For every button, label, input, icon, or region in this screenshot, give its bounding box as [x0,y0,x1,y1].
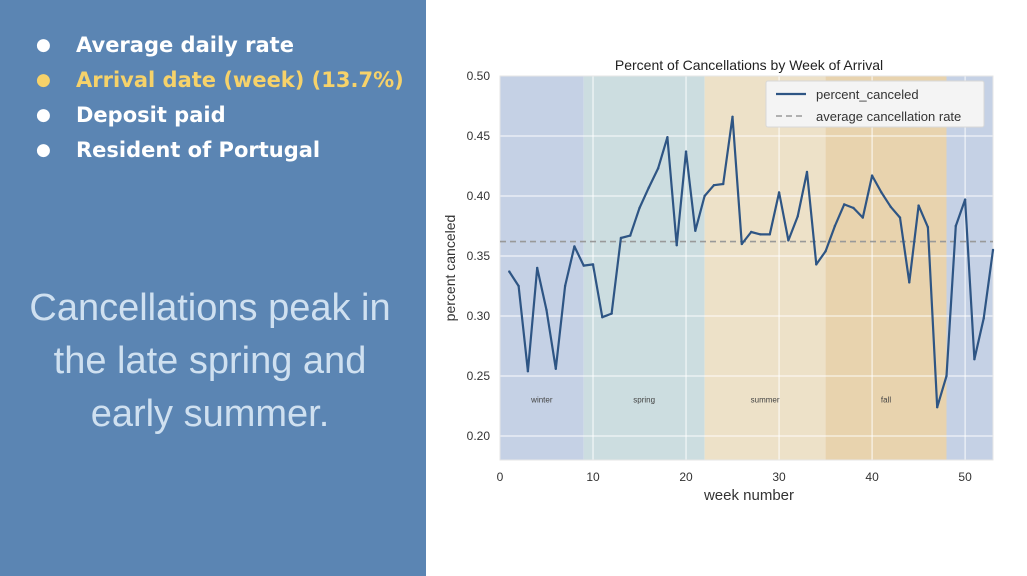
bullet-item: ● Resident of Portugal [36,133,404,168]
data-point [666,136,669,139]
x-tick-label: 10 [586,470,600,484]
data-point [759,233,762,236]
x-tick-label: 0 [497,470,504,484]
data-point [796,215,799,218]
data-point [935,406,939,409]
chart-container: winter spring summer fall 0.20 0.25 0.30 0.35 0… [436,50,1027,510]
data-point [768,233,771,236]
data-point [787,239,790,242]
y-tick-label: 0.35 [467,249,491,263]
data-point [517,284,520,288]
data-point [861,216,864,219]
bullet-dot-icon: ● [36,105,51,125]
bullet-dot-icon: ● [36,35,51,55]
legend-label-average: average cancellation rate [816,109,961,124]
chart-title: Percent of Cancellations by Week of Arri… [615,57,883,73]
data-point [842,203,846,206]
bullet-item: ● Deposit paid [36,98,404,133]
feature-bullet-list: ● Average daily rate ● Arrival date (week)… [36,28,404,168]
data-point [591,263,595,266]
bullet-text: Average daily rate [76,33,294,57]
data-point [973,358,976,361]
cancellation-line-chart: winter spring summer fall 0.20 0.25 0.30 0.35 0… [442,57,995,504]
data-point [945,374,948,378]
y-tick-label: 0.50 [467,69,491,83]
data-point [675,244,678,247]
y-tick-label: 0.25 [467,369,491,383]
season-label-spring: spring [633,395,655,404]
y-tick-label: 0.45 [467,129,491,143]
season-label-winter: winter [530,395,553,404]
data-point [638,206,641,210]
bullet-text: Arrival date (week) (13.7%) [76,68,404,92]
data-point [684,150,688,153]
legend-box [765,80,985,128]
bullet-text: Deposit paid [76,103,226,127]
season-label-fall: fall [881,395,891,404]
data-point [731,115,734,119]
x-tick-label: 40 [865,470,879,484]
data-point [991,248,995,252]
data-point [656,167,660,170]
data-point [554,367,558,370]
bullet-dot-icon: ● [36,70,51,90]
data-point [889,205,892,208]
data-point [536,266,539,270]
data-point [908,281,911,284]
data-point [601,316,604,319]
legend-label-series: percent_canceled [816,87,919,102]
y-axis-label: percent canceled [442,215,458,322]
data-point [870,174,874,177]
y-tick-label: 0.40 [467,189,491,203]
x-tick-label: 50 [958,470,972,484]
data-point [573,245,576,248]
x-tick-label: 30 [772,470,786,484]
data-point [619,236,623,240]
season-band [704,76,826,460]
left-panel: ● Average daily rate ● Arrival date (week)… [0,0,426,576]
legend: percent_canceled average cancellation ra… [765,80,985,128]
y-tick-label: 0.20 [467,429,491,443]
bullet-text: Resident of Portugal [76,138,321,162]
data-point [582,264,585,267]
data-point [610,312,613,315]
bullet-item: ● Average daily rate [36,28,404,63]
data-point [694,229,697,232]
data-point [926,226,930,229]
data-point [722,182,725,186]
season-label-summer: summer [751,395,780,404]
bullet-dot-icon: ● [36,140,51,160]
data-point [805,170,809,174]
data-point [647,186,651,189]
data-point [898,216,902,219]
y-tick-label: 0.30 [467,309,491,323]
data-point [954,224,957,228]
x-tick-label: 20 [679,470,693,484]
data-point [508,270,511,273]
headline-text: Cancellations peak in the late spring an… [29,287,391,435]
data-point [740,242,744,246]
data-point [824,250,827,253]
bullet-item-highlighted: ● Arrival date (week) (13.7%) [36,63,404,98]
data-point [629,234,632,237]
data-point [703,194,706,198]
data-point [563,284,567,288]
data-point [982,317,985,320]
data-point [833,224,837,228]
data-point [815,263,818,266]
data-point [545,308,548,312]
x-axis-label: week number [703,487,794,504]
data-point [777,191,781,194]
season-band [583,76,705,460]
data-point [712,184,716,187]
data-point [917,204,920,207]
data-point [963,198,967,201]
data-point [852,206,855,210]
plot-frame [499,75,994,461]
data-point [526,370,530,373]
season-band [825,76,947,460]
data-point [880,191,883,194]
data-point [749,230,753,234]
